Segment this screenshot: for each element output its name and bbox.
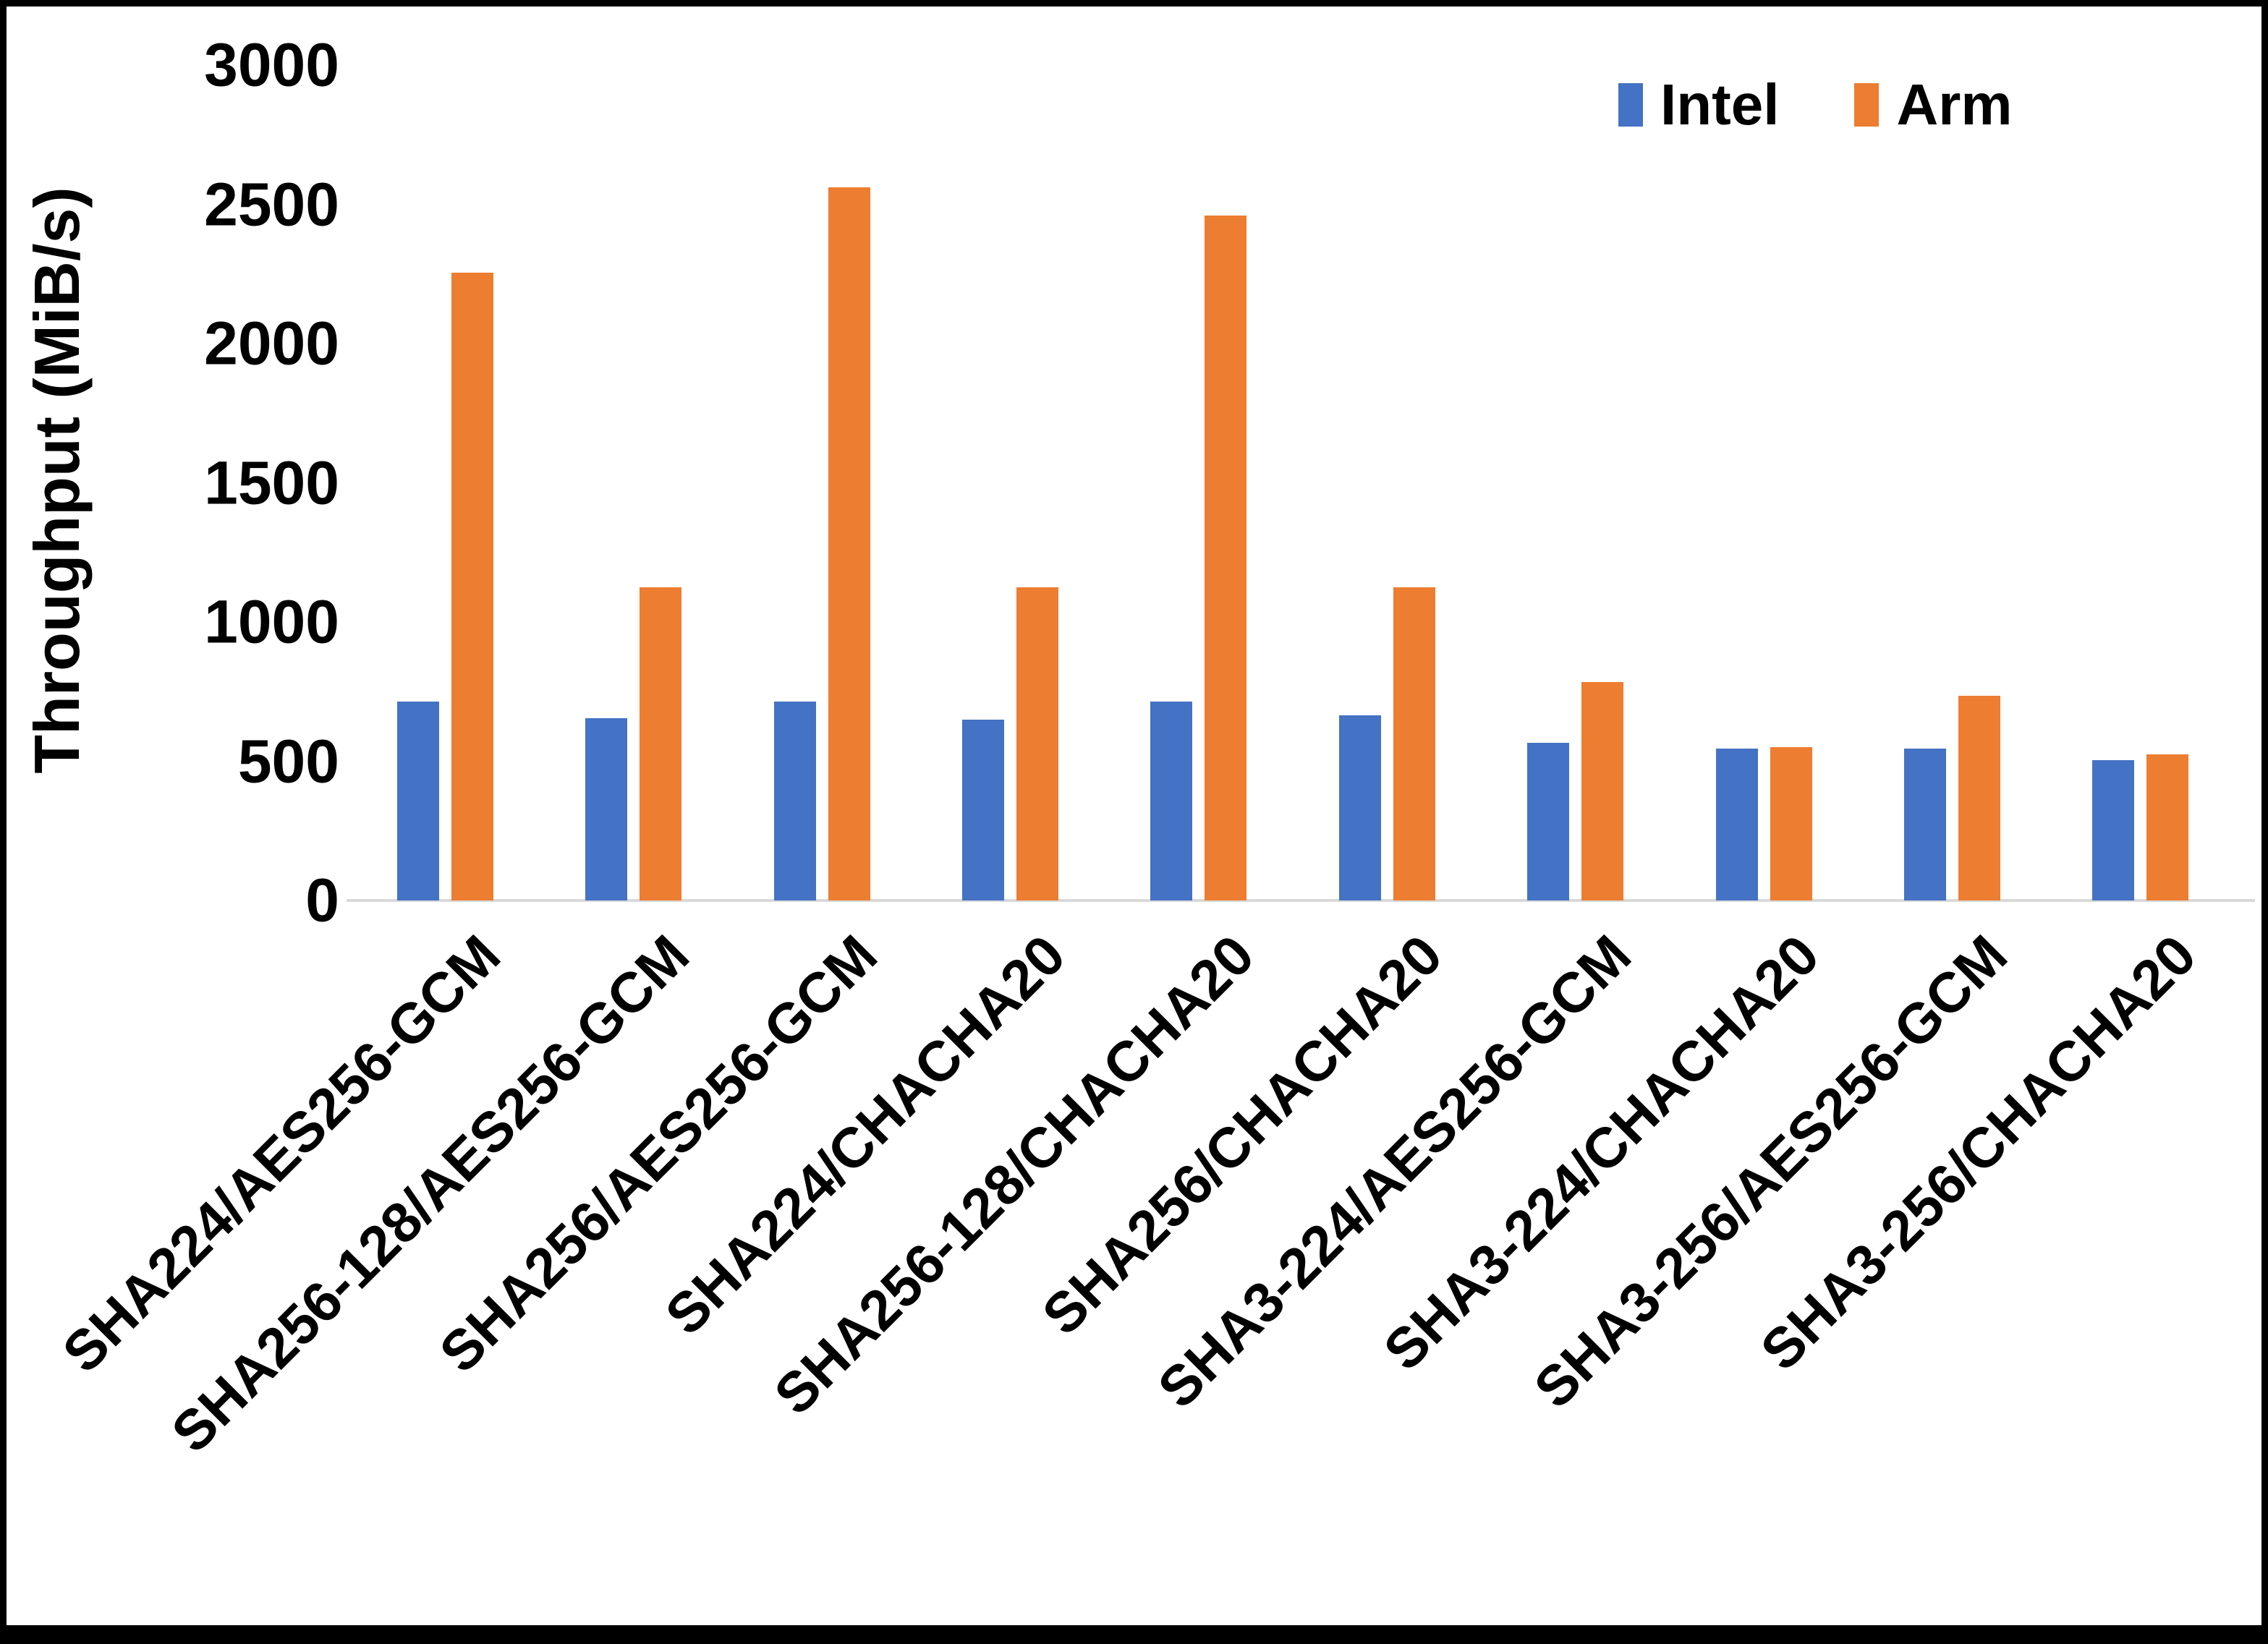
bar-arm <box>1393 587 1435 900</box>
legend-swatch-icon <box>1854 83 1880 127</box>
x-axis-line <box>347 899 2255 902</box>
y-tick-label: 1000 <box>204 587 339 656</box>
y-tick-label: 1500 <box>204 448 339 516</box>
y-tick-label: 0 <box>305 866 339 934</box>
legend-item-intel: Intel <box>1618 76 1779 134</box>
plot-area <box>347 65 2255 902</box>
bar-arm <box>451 272 493 900</box>
bar-intel <box>1715 749 1758 900</box>
y-tick-label: 2000 <box>204 309 339 378</box>
bar-intel <box>961 719 1004 900</box>
legend-swatch-icon <box>1618 83 1643 127</box>
bar-arm <box>2146 754 2189 900</box>
bar-arm <box>640 587 682 900</box>
legend-item-arm: Arm <box>1854 72 2013 137</box>
legend: Intel Arm <box>1618 76 2013 134</box>
legend-label: Arm <box>1896 72 2013 137</box>
y-axis-title: Throughput (MiB/s) <box>21 187 93 774</box>
bar-arm <box>1958 696 2000 900</box>
y-tick-label: 500 <box>237 727 339 795</box>
bar-arm <box>1770 747 1812 900</box>
bar-arm <box>1016 587 1058 900</box>
bar-arm <box>1205 215 1247 900</box>
bar-intel <box>585 717 628 900</box>
bar-intel <box>1338 715 1381 900</box>
bar-intel <box>1150 701 1193 900</box>
legend-label: Intel <box>1660 72 1780 137</box>
bar-intel <box>1527 743 1570 900</box>
bar-arm <box>828 187 870 900</box>
bar-arm <box>1581 681 1624 900</box>
bar-intel <box>396 701 439 900</box>
bar-intel <box>773 701 816 900</box>
bar-intel <box>1903 749 1946 900</box>
bar-intel <box>2092 759 2135 900</box>
y-tick-label: 2500 <box>204 170 339 238</box>
y-tick-label: 3000 <box>204 30 339 99</box>
